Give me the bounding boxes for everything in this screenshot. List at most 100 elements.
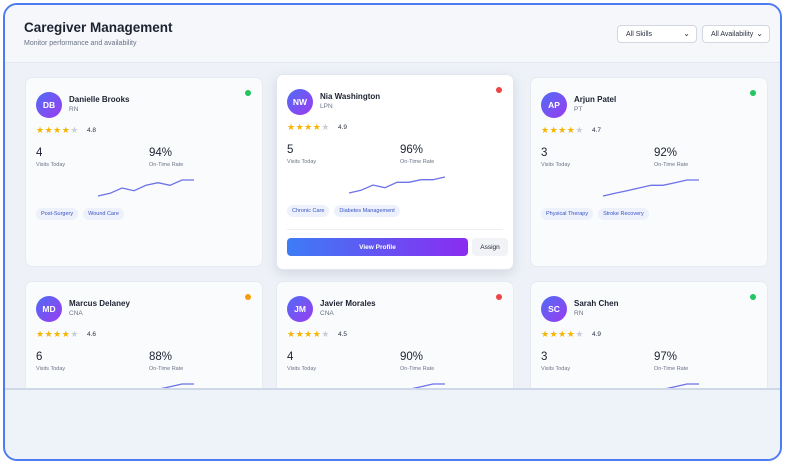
on-time-rate-label: On-Time Rate: [400, 366, 435, 372]
skill-tag[interactable]: Chronic Care: [287, 205, 330, 217]
star-icon: ★: [549, 125, 559, 135]
star-icon: ★: [321, 122, 330, 132]
on-time-rate-value: 96%: [400, 144, 424, 156]
on-time-rate-value: 90%: [400, 351, 424, 363]
visits-today-value: 6: [36, 351, 43, 363]
star-icon: ★: [295, 329, 305, 339]
skill-tag[interactable]: Wound Care: [83, 208, 124, 220]
star-icon: ★: [36, 329, 45, 339]
caregiver-name: Arjun Patel: [574, 95, 617, 104]
status-indicator: [245, 90, 251, 96]
trend-line: [348, 176, 446, 194]
on-time-rate-value: 94%: [149, 147, 173, 159]
star-icon: ★: [53, 329, 62, 339]
on-time-rate-label: On-Time Rate: [149, 162, 184, 168]
skill-tag[interactable]: Diabetes Management: [334, 205, 400, 217]
on-time-rate-label: On-Time Rate: [654, 366, 689, 372]
page-title: Caregiver Management: [24, 20, 173, 35]
star-icon: ★: [321, 329, 330, 339]
star-icon: ★: [61, 329, 71, 339]
caregiver-name: Sarah Chen: [574, 299, 619, 308]
caregiver-role: PT: [574, 106, 583, 113]
avatar: DB: [36, 92, 62, 118]
status-indicator: [750, 294, 756, 300]
visits-today-label: Visits Today: [287, 366, 317, 372]
assign-button[interactable]: Assign: [472, 238, 508, 256]
star-icon: ★: [70, 125, 79, 135]
avatar: SC: [541, 296, 567, 322]
avatar: JM: [287, 296, 313, 322]
star-rating: ★★★★★: [541, 329, 584, 340]
caregiver-name: Danielle Brooks: [69, 95, 130, 104]
star-icon: ★: [36, 125, 45, 135]
visits-today-value: 3: [541, 351, 548, 363]
availability-filter-select[interactable]: All Availability ⌄: [702, 25, 770, 43]
on-time-rate-label: On-Time Rate: [400, 159, 435, 165]
star-rating: ★★★★★: [36, 329, 79, 340]
star-icon: ★: [44, 329, 54, 339]
skill-tags: Chronic Care Diabetes Management: [287, 205, 400, 217]
visits-today-label: Visits Today: [541, 366, 571, 372]
caregiver-role: LPN: [320, 103, 333, 110]
skill-tag[interactable]: Stroke Recovery: [598, 208, 649, 220]
rating-value: 4.9: [338, 124, 348, 131]
trend-sparkline: [602, 179, 699, 197]
star-icon: ★: [312, 122, 322, 132]
rating-value: 4.8: [87, 127, 97, 134]
visits-today-label: Visits Today: [287, 159, 317, 165]
on-time-rate-value: 88%: [149, 351, 173, 363]
star-icon: ★: [575, 125, 584, 135]
avatar: AP: [541, 92, 567, 118]
star-icon: ★: [558, 125, 567, 135]
on-time-rate-value: 92%: [654, 147, 678, 159]
skill-filter-value: All Skills: [626, 31, 653, 38]
skill-tag[interactable]: Physical Therapy: [541, 208, 594, 220]
caregiver-card[interactable]: DB Danielle Brooks RN ★★★★★ 4.8 4 Visits Today…: [25, 77, 263, 267]
caregiver-name: Marcus Delaney: [69, 299, 130, 308]
visits-today-label: Visits Today: [541, 162, 571, 168]
trend-sparkline: [348, 176, 446, 194]
availability-filter-value: All Availability: [711, 31, 754, 38]
caregiver-card[interactable]: NW Nia Washington LPN ★★★★★ 4.9 5 Visits Today…: [276, 74, 514, 270]
visits-today-value: 4: [287, 351, 294, 363]
star-rating: ★★★★★: [36, 125, 79, 136]
trend-sparkline: [97, 179, 194, 197]
star-rating: ★★★★★: [287, 329, 330, 340]
star-icon: ★: [44, 125, 54, 135]
skill-tags: Post-Surgery Wound Care: [36, 208, 124, 220]
star-icon: ★: [541, 125, 550, 135]
star-icon: ★: [549, 329, 559, 339]
page-subtitle: Monitor performance and availability: [24, 40, 137, 47]
caregiver-role: CNA: [69, 310, 83, 317]
view-profile-button[interactable]: View Profile: [287, 238, 468, 256]
star-icon: ★: [566, 329, 576, 339]
caregiver-name: Nia Washington: [320, 92, 381, 101]
rating-value: 4.6: [87, 331, 97, 338]
on-time-rate-value: 97%: [654, 351, 678, 363]
caregiver-name: Javier Morales: [320, 299, 376, 308]
star-icon: ★: [53, 125, 62, 135]
status-indicator: [245, 294, 251, 300]
trend-line: [602, 179, 699, 197]
caregiver-role: CNA: [320, 310, 334, 317]
star-icon: ★: [566, 125, 576, 135]
visits-today-value: 5: [287, 144, 294, 156]
caregiver-card[interactable]: AP Arjun Patel PT ★★★★★ 4.7 3 Visits Today 92% O…: [530, 77, 768, 267]
bottom-panel: [5, 388, 780, 459]
star-icon: ★: [287, 329, 296, 339]
status-indicator: [496, 294, 502, 300]
star-icon: ★: [304, 329, 313, 339]
star-icon: ★: [558, 329, 567, 339]
app-frame: Caregiver Management Monitor performance…: [3, 3, 782, 461]
star-rating: ★★★★★: [287, 122, 330, 133]
status-indicator: [496, 87, 502, 93]
status-indicator: [750, 90, 756, 96]
rating-value: 4.9: [592, 331, 602, 338]
star-icon: ★: [304, 122, 313, 132]
card-divider: [287, 229, 503, 230]
star-icon: ★: [312, 329, 322, 339]
skill-filter-select[interactable]: All Skills ⌄: [617, 25, 697, 43]
star-icon: ★: [287, 122, 296, 132]
chevron-down-icon: ⌄: [683, 29, 690, 38]
skill-tag[interactable]: Post-Surgery: [36, 208, 79, 220]
